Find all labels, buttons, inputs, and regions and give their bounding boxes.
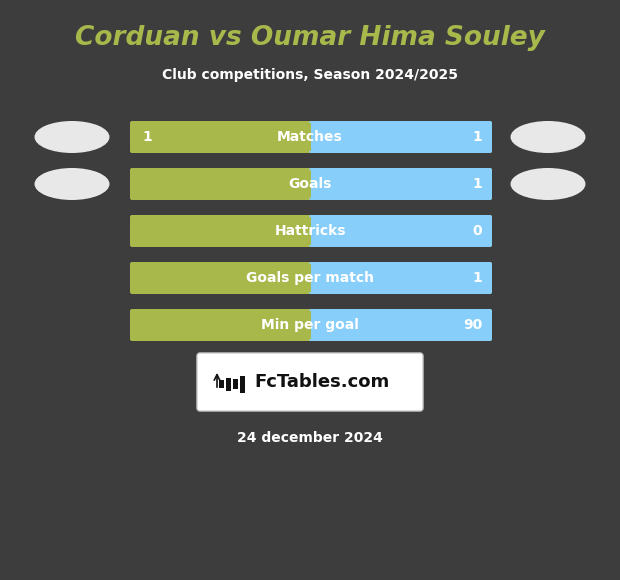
FancyBboxPatch shape <box>130 262 492 294</box>
FancyBboxPatch shape <box>311 217 338 245</box>
Text: FcTables.com: FcTables.com <box>254 373 389 391</box>
Polygon shape <box>311 311 490 339</box>
Text: Corduan vs Oumar Hima Souley: Corduan vs Oumar Hima Souley <box>75 25 545 51</box>
FancyBboxPatch shape <box>130 168 492 200</box>
FancyBboxPatch shape <box>311 264 338 292</box>
Text: 0: 0 <box>472 224 482 238</box>
Ellipse shape <box>510 121 585 153</box>
Text: 90: 90 <box>463 318 482 332</box>
FancyBboxPatch shape <box>311 311 338 339</box>
Polygon shape <box>311 217 490 245</box>
FancyBboxPatch shape <box>130 121 492 153</box>
Text: Goals per match: Goals per match <box>246 271 374 285</box>
FancyBboxPatch shape <box>130 309 492 341</box>
Ellipse shape <box>510 168 585 200</box>
Polygon shape <box>311 123 490 151</box>
Text: 1: 1 <box>472 130 482 144</box>
FancyBboxPatch shape <box>309 262 492 294</box>
Text: Goals: Goals <box>288 177 332 191</box>
FancyBboxPatch shape <box>240 375 245 393</box>
Ellipse shape <box>35 121 110 153</box>
Text: 1: 1 <box>472 271 482 285</box>
Polygon shape <box>311 264 490 292</box>
FancyBboxPatch shape <box>233 379 238 389</box>
FancyBboxPatch shape <box>309 309 492 341</box>
Text: Min per goal: Min per goal <box>261 318 359 332</box>
FancyBboxPatch shape <box>226 378 231 390</box>
FancyBboxPatch shape <box>293 170 311 198</box>
FancyBboxPatch shape <box>309 168 492 200</box>
FancyBboxPatch shape <box>309 215 492 247</box>
FancyBboxPatch shape <box>311 170 338 198</box>
FancyBboxPatch shape <box>219 380 224 388</box>
FancyBboxPatch shape <box>309 121 492 153</box>
Text: Hattricks: Hattricks <box>274 224 346 238</box>
FancyBboxPatch shape <box>293 311 311 339</box>
FancyBboxPatch shape <box>311 123 338 151</box>
FancyBboxPatch shape <box>130 215 492 247</box>
FancyBboxPatch shape <box>197 353 423 411</box>
FancyBboxPatch shape <box>293 123 311 151</box>
Text: 24 december 2024: 24 december 2024 <box>237 431 383 445</box>
Ellipse shape <box>35 168 110 200</box>
FancyBboxPatch shape <box>293 217 311 245</box>
FancyBboxPatch shape <box>293 264 311 292</box>
Text: Club competitions, Season 2024/2025: Club competitions, Season 2024/2025 <box>162 68 458 82</box>
Text: Matches: Matches <box>277 130 343 144</box>
Text: 1: 1 <box>142 130 152 144</box>
Polygon shape <box>311 170 490 198</box>
Text: 1: 1 <box>472 177 482 191</box>
